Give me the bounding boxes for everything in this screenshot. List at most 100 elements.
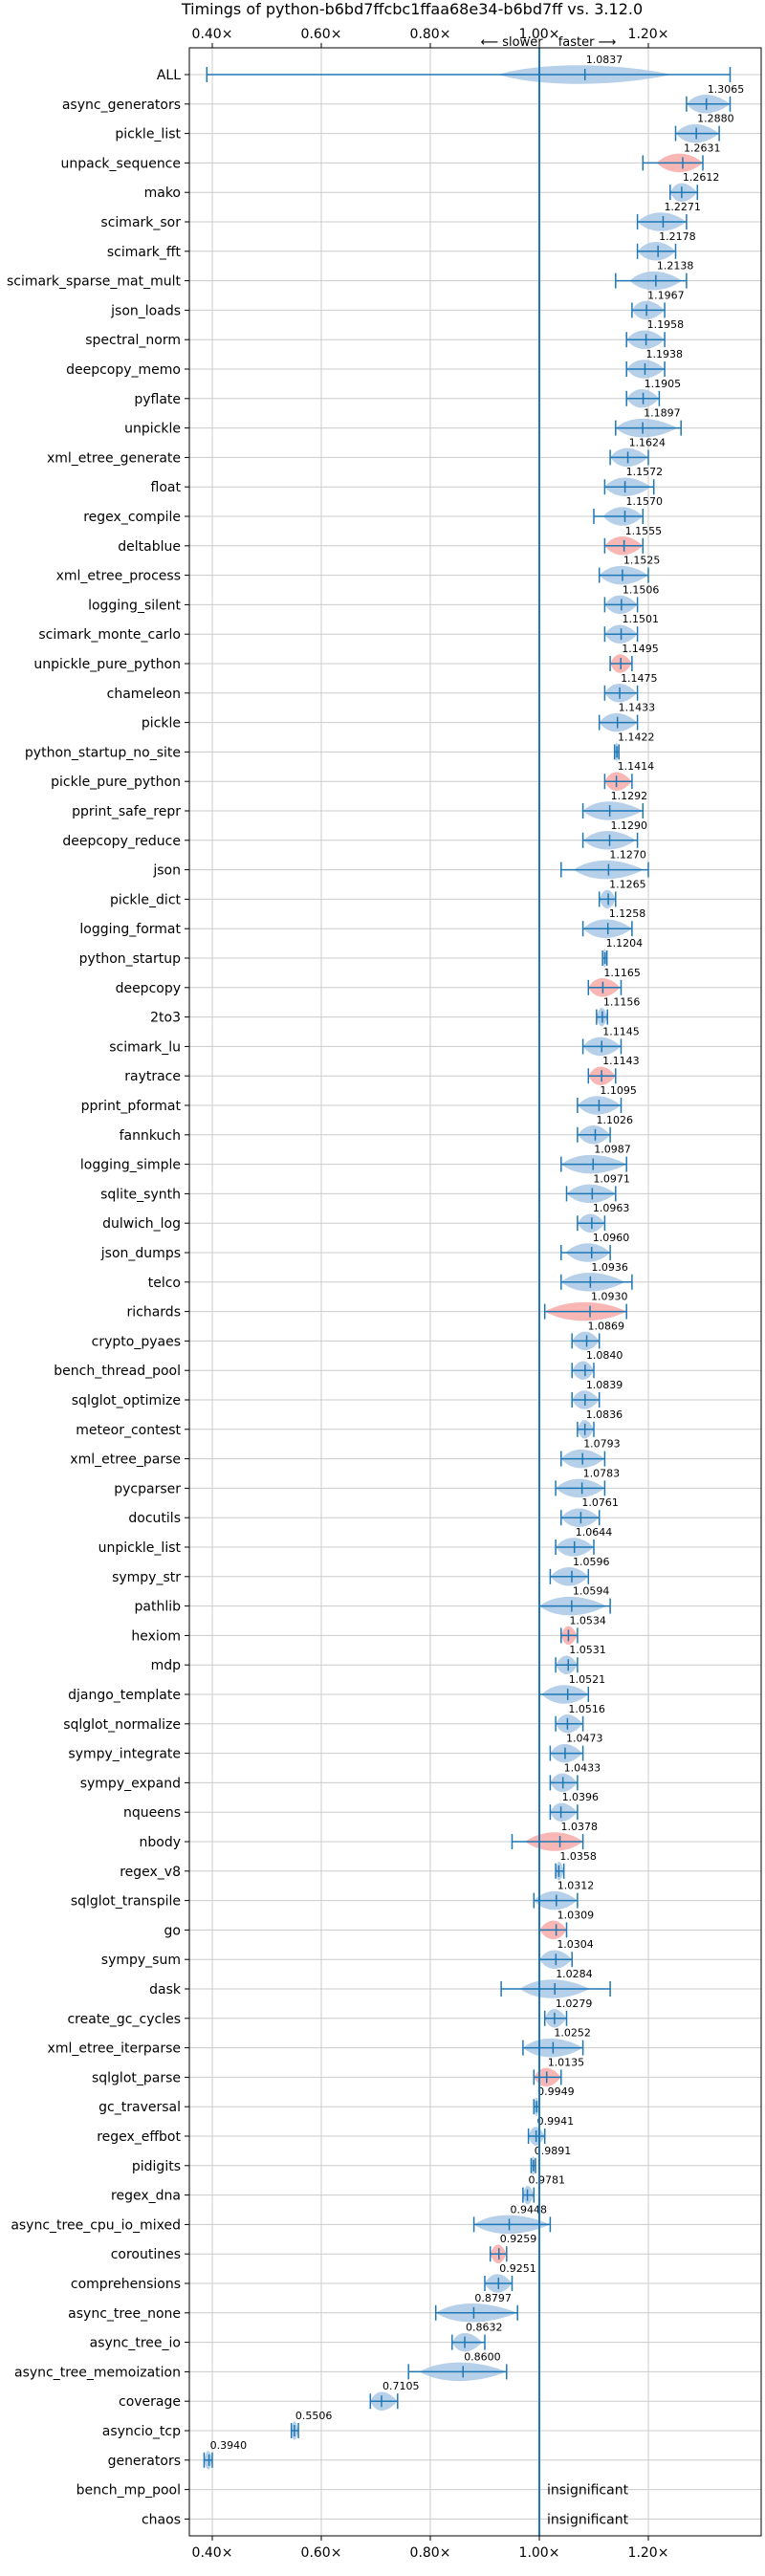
value-label: 1.2612 (683, 171, 720, 184)
benchmark-label: docutils (128, 1511, 181, 1526)
x-tick-label-bottom: 0.80× (410, 2545, 451, 2561)
benchmark-label: json_loads (110, 303, 181, 318)
slower-label: ⟵ slower (480, 35, 543, 50)
x-tick-label-bottom: 0.60× (301, 2545, 342, 2561)
insignificant-label: insignificant (547, 2512, 629, 2527)
value-label: 1.0960 (593, 1232, 630, 1244)
benchmark-label: bench_mp_pool (76, 2483, 181, 2499)
plot-frame (188, 47, 762, 2537)
value-label: 0.8632 (466, 2322, 503, 2334)
benchmark-label: pickle_pure_python (51, 775, 181, 790)
value-label: 1.0594 (573, 1585, 610, 1598)
benchmark-label: ALL (157, 68, 181, 83)
value-label: 0.3940 (210, 2439, 248, 2452)
value-label: 1.1501 (623, 613, 660, 625)
x-tick-label-top: 0.60× (301, 27, 342, 42)
value-label: 1.0396 (562, 1791, 600, 1803)
value-label: 1.1555 (625, 525, 663, 537)
value-label: 1.0644 (576, 1526, 613, 1539)
benchmark-label: dulwich_log (102, 1216, 181, 1232)
value-label: 1.1967 (647, 289, 685, 301)
value-label: 1.1433 (619, 702, 656, 714)
benchmark-label: pyflate (134, 392, 181, 407)
value-label: 1.1495 (622, 643, 659, 655)
benchmark-label: scimark_sor (100, 215, 181, 230)
benchmark-label: nbody (140, 1835, 182, 1850)
benchmark-label: chaos (142, 2512, 181, 2527)
value-label: 1.1938 (645, 348, 683, 360)
value-label: 1.0987 (594, 1144, 631, 1156)
benchmark-label: logging_format (79, 922, 181, 937)
value-label: 1.1475 (621, 672, 658, 685)
x-tick-label-bottom: 0.40× (192, 2545, 233, 2561)
benchmark-label: sympy_str (112, 1570, 181, 1585)
benchmark-label: xml_etree_generate (47, 450, 181, 466)
benchmark-label: hexiom (131, 1628, 181, 1644)
benchmark-label: unpickle_pure_python (33, 657, 181, 672)
benchmark-label: async_generators (62, 98, 181, 113)
value-label: 1.1145 (602, 1025, 640, 1037)
value-label: 1.0761 (581, 1496, 619, 1509)
benchmark-label: chameleon (107, 687, 181, 702)
value-label: 1.1258 (609, 907, 646, 920)
value-label: 1.3065 (708, 83, 745, 96)
value-label: 1.1958 (647, 318, 685, 331)
benchmark-label: pycparser (114, 1481, 181, 1496)
value-label: 1.1572 (626, 466, 664, 478)
value-label: 0.9781 (529, 2174, 566, 2187)
value-label: 1.0930 (591, 1291, 628, 1303)
x-tick-label-top: 0.40× (192, 27, 233, 42)
benchmark-label: bench_thread_pool (54, 1364, 181, 1379)
value-label: 0.5506 (295, 2410, 333, 2422)
benchmark-label: richards (127, 1305, 182, 1321)
benchmark-label: fannkuch (120, 1128, 181, 1144)
benchmark-label: regex_v8 (120, 1865, 181, 1880)
benchmark-label: crypto_pyaes (92, 1334, 181, 1349)
benchmark-label: create_gc_cycles (67, 2012, 181, 2027)
value-label: 1.1506 (623, 583, 660, 596)
benchmark-label: meteor_contest (76, 1423, 181, 1438)
benchmark-label: mdp (151, 1658, 182, 1673)
value-label: 1.0279 (556, 1997, 593, 2010)
benchmark-label: deepcopy_memo (66, 362, 181, 378)
value-label: 1.0358 (559, 1850, 597, 1863)
benchmark-label: coroutines (111, 2247, 181, 2262)
value-label: 0.8797 (474, 2292, 511, 2304)
benchmark-label: deepcopy_reduce (62, 834, 181, 849)
value-label: 0.9448 (511, 2203, 548, 2216)
x-tick-label-bottom: 1.20× (628, 2545, 669, 2561)
value-label: 0.9941 (537, 2115, 575, 2128)
benchmark-label: spectral_norm (85, 333, 181, 348)
value-label: 0.7105 (382, 2380, 420, 2392)
benchmark-label: mako (144, 186, 181, 201)
benchmark-label: xml_etree_process (56, 569, 181, 584)
benchmark-label: pidigits (132, 2159, 181, 2174)
benchmark-label: dask (149, 1982, 182, 1997)
value-label: 1.0971 (593, 1172, 630, 1185)
value-label: 1.0869 (588, 1320, 625, 1332)
value-label: 1.0839 (586, 1379, 623, 1391)
benchmark-label: django_template (68, 1688, 181, 1703)
value-label: 1.0783 (583, 1467, 621, 1479)
benchmark-label: sqlglot_normalize (63, 1717, 181, 1733)
benchmark-label: xml_etree_parse (70, 1452, 181, 1468)
benchmark-label: sqlglot_parse (92, 2070, 181, 2085)
benchmark-label: unpickle (124, 422, 181, 437)
axis-layer: 0.40× 0.40× 0.60× 0.60× 0.80× 0.80× 1.00× 1.00×… (7, 27, 762, 2561)
benchmark-label: unpickle_list (98, 1540, 182, 1556)
benchmark-label: sympy_integrate (68, 1747, 181, 1762)
benchmark-label: regex_dna (111, 2189, 181, 2204)
benchmark-label: json_dumps (100, 1246, 181, 1261)
value-label: 1.0793 (583, 1438, 621, 1451)
chart-title: Timings of python-b6bd7ffcbc1ffaa68e34-b… (181, 0, 643, 18)
value-label: 0.9949 (537, 2085, 575, 2098)
benchmark-label: comprehensions (71, 2277, 181, 2292)
value-label: 1.0836 (586, 1408, 623, 1421)
value-label: 1.1897 (644, 407, 681, 420)
benchmark-label: scimark_monte_carlo (38, 627, 181, 643)
value-label: 1.2138 (657, 260, 694, 273)
value-label: 1.1095 (600, 1084, 637, 1097)
benchmark-label: async_tree_io (90, 2336, 181, 2351)
value-label: 1.1414 (618, 760, 655, 773)
value-label: 1.0516 (568, 1703, 605, 1715)
